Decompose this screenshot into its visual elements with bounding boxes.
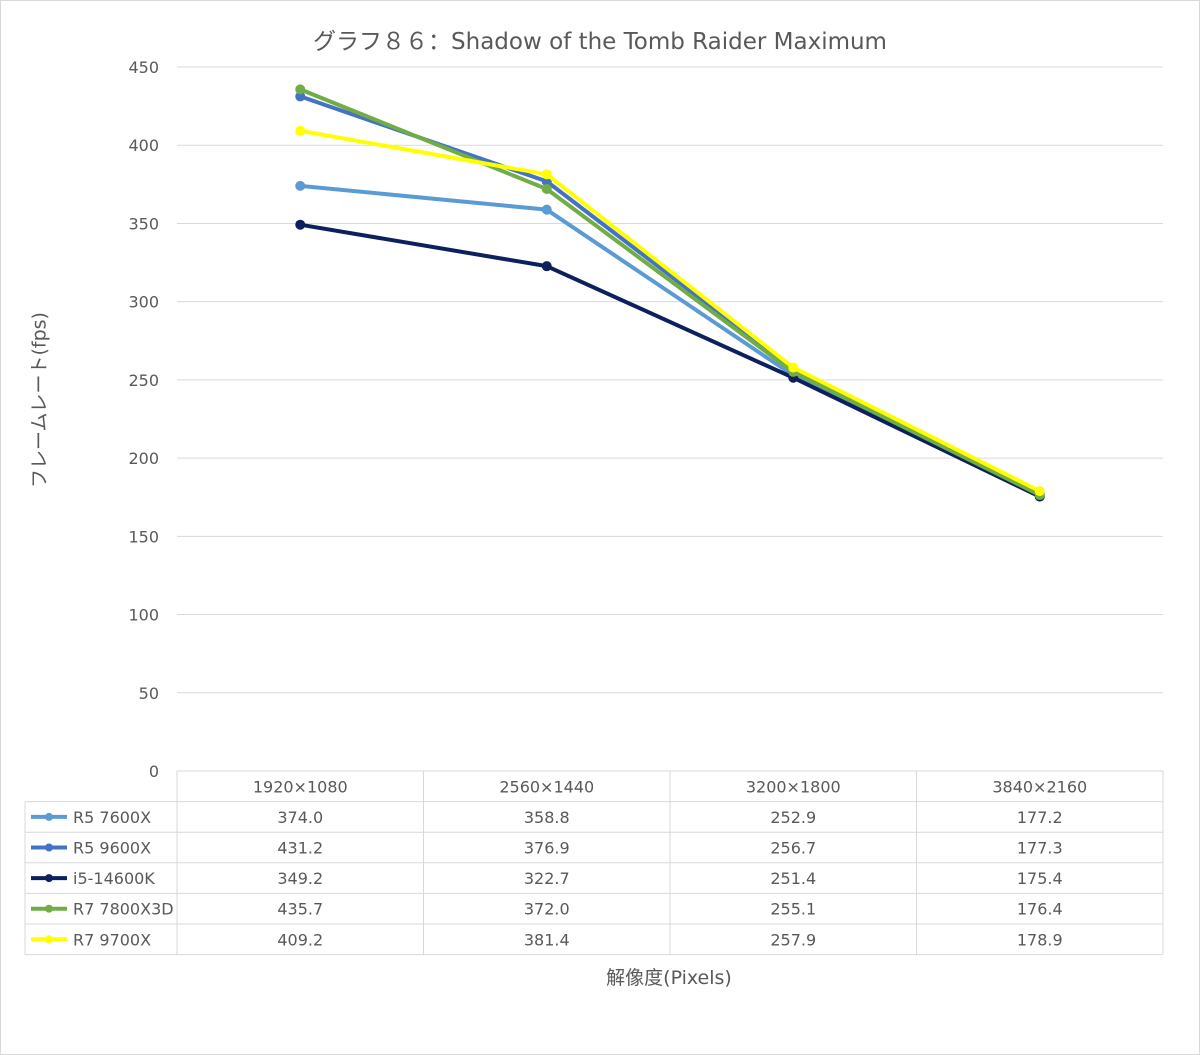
data-point: [788, 362, 799, 373]
legend-key-marker: [45, 874, 53, 883]
data-label: 256.7: [770, 839, 816, 858]
data-label: 435.7: [277, 900, 323, 919]
series-line: [298, 87, 1042, 498]
data-point: [541, 169, 552, 180]
y-tick-labels: 0 50 100 150 200 250 300 350 400 450: [128, 58, 159, 781]
legend-entry: R7 9700X: [73, 930, 151, 949]
data-label: 178.9: [1017, 930, 1063, 949]
data-point: [295, 180, 306, 191]
data-label: 374.0: [277, 808, 323, 827]
y-tick-label: 250: [128, 371, 159, 390]
data-label: 252.9: [770, 808, 816, 827]
y-tick-label: 350: [128, 214, 159, 233]
data-point: [295, 219, 306, 230]
x-tick-label: 3200×1800: [746, 777, 841, 796]
x-axis-title: 解像度(Pixels): [606, 967, 732, 989]
x-tick-label: 2560×1440: [499, 777, 594, 796]
data-label: 431.2: [277, 839, 323, 858]
legend-key-marker: [45, 935, 53, 944]
data-label: 409.2: [277, 930, 323, 949]
y-tick-label: 300: [128, 293, 159, 312]
y-tick-label: 200: [128, 449, 159, 468]
series-line: [298, 222, 1042, 499]
legend-entry: R7 7800X3D: [73, 900, 174, 919]
data-label: 176.4: [1017, 900, 1063, 919]
data-label: 257.9: [770, 930, 816, 949]
data-point: [541, 204, 552, 215]
legend-entry: i5-14600K: [73, 869, 155, 888]
data-point: [295, 84, 306, 95]
y-tick-label: 450: [128, 58, 159, 77]
data-point: [541, 261, 552, 272]
y-tick-label: 0: [149, 762, 159, 781]
data-label: 255.1: [770, 900, 816, 919]
data-point: [541, 176, 552, 187]
data-label: 376.9: [524, 839, 570, 858]
data-label: 381.4: [524, 930, 570, 949]
data-table: 1920×1080 2560×1440 3200×1800 3840×2160 R5 7…: [24, 770, 1164, 956]
series-lines: [295, 84, 1045, 502]
series-line: [298, 183, 1042, 496]
data-point: [295, 125, 306, 136]
data-label: 358.8: [524, 808, 570, 827]
data-label: 372.0: [524, 900, 570, 919]
y-tick-label: 150: [128, 527, 159, 546]
y-tick-label: 400: [128, 136, 159, 155]
series-line: [298, 128, 1042, 494]
chart-title: グラフ８６：Shadow of the Tomb Raider Maximum: [313, 29, 887, 55]
y-tick-label: 100: [128, 606, 159, 625]
x-tick-label: 1920×1080: [253, 777, 348, 796]
gridlines: [177, 66, 1163, 694]
legend-key-marker: [45, 843, 53, 852]
data-label: 322.7: [524, 869, 570, 888]
legend-entry: R5 7600X: [73, 808, 151, 827]
x-tick-label: 3840×2160: [992, 777, 1087, 796]
legend-entry: R5 9600X: [73, 839, 151, 858]
data-label: 175.4: [1017, 869, 1063, 888]
legend-key-marker: [45, 904, 53, 913]
y-tick-label: 50: [139, 684, 159, 703]
data-point: [295, 91, 306, 102]
data-label: 177.2: [1017, 808, 1063, 827]
data-point: [541, 184, 552, 195]
data-label: 251.4: [770, 869, 816, 888]
data-label: 177.3: [1017, 839, 1063, 858]
legend-key-marker: [45, 812, 53, 821]
data-point: [1034, 486, 1045, 497]
data-label: 349.2: [277, 869, 323, 888]
